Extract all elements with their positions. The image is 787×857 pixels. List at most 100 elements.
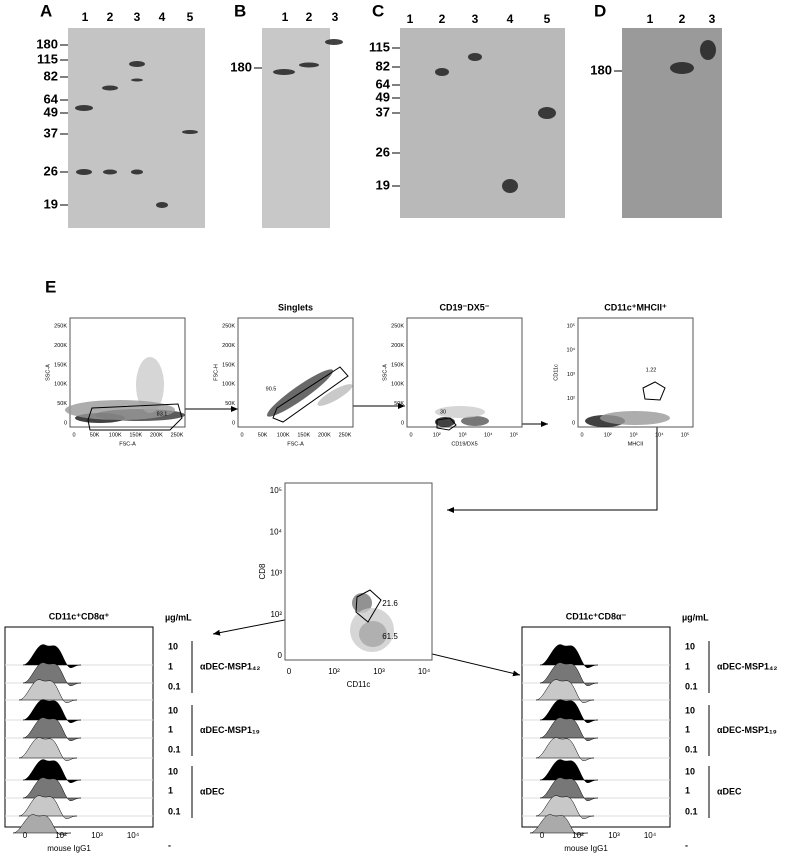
y-tick-label: 50K [394,401,404,407]
dose-label: 10 [685,766,695,776]
marker-label: 180 [590,62,612,77]
panel-label: A [40,1,52,20]
lane-label: 3 [134,10,141,24]
y-axis-label: CD11c [553,364,559,381]
band [103,169,117,175]
group-label: αDEC [200,786,225,796]
band [700,40,716,60]
histogram [22,644,82,668]
y-axis-label: SSC-A [45,364,51,381]
marker-label: 180 [230,59,252,74]
y-tick-label: 0 [278,651,283,660]
y-axis-label: FSC-H [213,364,219,381]
histogram [18,679,78,703]
band [131,78,143,82]
marker-label: 37 [376,104,390,119]
histogram [539,699,599,723]
plot-title: CD11c⁺MHCII⁺ [604,302,667,312]
gel [262,28,330,228]
gate [87,403,183,431]
group-label: αDEC-MSP1₁₉ [200,725,260,735]
y-tick-label: 0 [64,420,67,426]
dose-label: 1 [168,724,173,734]
group-label: αDEC-MSP1₄₂ [200,661,260,671]
y-tick-label: 10³ [567,372,575,378]
plot-title: CD19⁻DX5⁻ [439,302,489,312]
y-tick-label: 0 [572,420,575,426]
x-tick-label: 10³ [459,432,467,438]
marker-label: 37 [44,125,58,140]
y-tick-label: 10² [567,396,575,402]
histogram [22,699,82,723]
dose-label: 0.1 [685,681,698,691]
histogram [22,717,82,741]
density [435,406,485,418]
gate [436,417,457,431]
band [670,62,694,74]
dose-label: 0.1 [168,744,181,754]
marker-label: 49 [44,104,58,119]
x-tick-label: 100K [109,432,122,438]
group-label: αDEC-MSP1₁₉ [717,725,777,735]
dose-label: 0.1 [168,681,181,691]
band [75,105,93,111]
lane-label: 3 [332,10,339,24]
marker-label: 82 [44,68,58,83]
histogram [535,737,595,761]
y-tick-label: 100K [54,382,67,388]
dose-label: 0.1 [685,744,698,754]
y-tick-label: 250K [54,323,67,329]
y-tick-label: 10⁵ [270,486,282,495]
y-tick-label: 0 [401,420,404,426]
x-tick-label: 10⁴ [484,431,493,438]
marker-label: 19 [376,177,390,192]
dose-label: 1 [168,661,173,671]
dose-label: - [685,840,688,850]
y-tick-label: 0 [232,420,235,426]
x-tick-label: 200K [318,432,331,438]
gel [400,28,565,218]
band [156,202,168,208]
band [325,39,343,45]
marker-label: 49 [376,89,390,104]
lane-label: 4 [159,10,166,24]
dose-label: 1 [685,661,690,671]
x-tick-label: 10³ [630,432,638,438]
gate-value: 30 [440,409,446,415]
y-tick-label: 150K [222,362,235,368]
histogram [18,795,78,819]
gate [355,589,382,623]
density [600,411,670,425]
x-tick-label: 100K [277,432,290,438]
group-label: αDEC-MSP1₄₂ [717,661,777,671]
gel [68,28,205,228]
marker-label: 82 [376,58,390,73]
y-tick-label: 200K [222,343,235,349]
panel-label: B [234,1,246,20]
gate-value: 61.5 [382,632,398,641]
x-tick-label: 250K [171,432,184,438]
y-axis-label: CD8 [258,563,267,580]
dose-label: 1 [168,785,173,795]
x-tick-label: 150K [297,432,310,438]
histogram [22,759,82,783]
x-tick-label: 0 [409,432,412,438]
dose-label: 10 [168,766,178,776]
marker-label: 19 [44,196,58,211]
marker-label: 64 [376,76,391,91]
x-tick-label: 10³ [608,831,620,840]
band [435,68,449,76]
gel [622,28,722,218]
band [129,61,145,67]
gate-value: 21.6 [382,599,398,608]
histogram-title: CD11c⁺CD8α⁺ [49,611,110,621]
marker-label: 115 [37,51,58,66]
gate-value: 1.22 [646,367,657,373]
x-tick-label: 10² [55,831,67,840]
x-tick-label: 0 [23,831,28,840]
x-tick-label: 10⁵ [510,431,518,438]
panel-label: D [594,1,606,20]
histogram [535,795,595,819]
unit-label: µg/mL [682,612,709,622]
